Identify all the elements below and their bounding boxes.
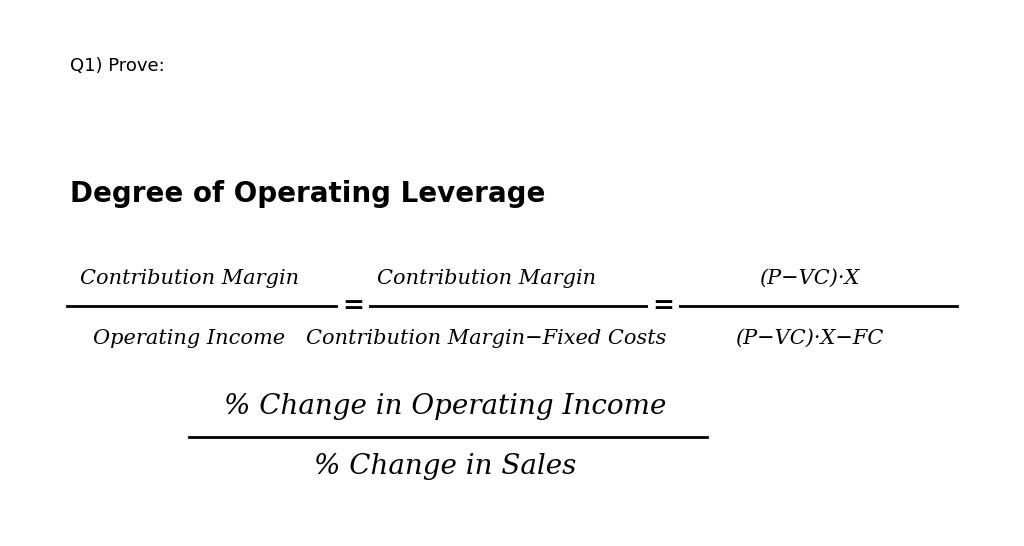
Text: Contribution Margin−Fixed Costs: Contribution Margin−Fixed Costs <box>306 329 667 348</box>
Text: =: = <box>342 293 365 318</box>
Text: Contribution Margin: Contribution Margin <box>80 269 299 288</box>
Text: % Change in Sales: % Change in Sales <box>314 453 577 480</box>
Text: Contribution Margin: Contribution Margin <box>377 269 596 288</box>
Text: Degree of Operating Leverage: Degree of Operating Leverage <box>70 180 545 208</box>
Text: (P−VC)·X: (P−VC)·X <box>759 269 859 288</box>
Text: (P−VC)·X−FC: (P−VC)·X−FC <box>735 329 883 348</box>
Text: Q1) Prove:: Q1) Prove: <box>70 57 165 75</box>
Text: % Change in Operating Income: % Change in Operating Income <box>224 393 667 420</box>
Text: Operating Income: Operating Income <box>93 329 286 348</box>
Text: =: = <box>652 293 675 318</box>
